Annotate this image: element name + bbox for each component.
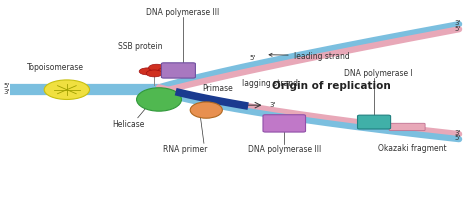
Text: Helicase: Helicase <box>112 119 145 128</box>
Text: 5': 5' <box>238 101 245 108</box>
Text: 5': 5' <box>3 83 9 89</box>
Text: DNA polymerase III: DNA polymerase III <box>146 8 219 17</box>
Circle shape <box>44 81 90 100</box>
Text: Okazaki fragment: Okazaki fragment <box>378 144 446 153</box>
Text: RNA primer: RNA primer <box>163 145 207 153</box>
Text: Origin of replication: Origin of replication <box>272 81 391 91</box>
Text: 3': 3' <box>455 20 461 26</box>
Text: SSB protein: SSB protein <box>118 41 163 50</box>
Text: 3': 3' <box>3 88 9 94</box>
Text: 3': 3' <box>269 101 275 108</box>
Text: lagging strand: lagging strand <box>242 79 298 88</box>
Circle shape <box>139 69 155 75</box>
Text: DNA polymerase III: DNA polymerase III <box>247 145 321 153</box>
Ellipse shape <box>190 102 222 119</box>
FancyBboxPatch shape <box>263 115 306 132</box>
Text: 5': 5' <box>455 26 461 32</box>
Text: DNA polymerase I: DNA polymerase I <box>345 69 413 78</box>
Text: Topoisomerase: Topoisomerase <box>27 63 83 72</box>
FancyBboxPatch shape <box>389 124 425 131</box>
FancyBboxPatch shape <box>161 63 195 79</box>
Text: 5': 5' <box>455 134 461 140</box>
Text: 3': 3' <box>455 129 461 135</box>
Circle shape <box>146 71 162 78</box>
Circle shape <box>158 68 174 75</box>
Ellipse shape <box>137 88 182 112</box>
FancyBboxPatch shape <box>357 116 391 129</box>
Circle shape <box>149 65 164 72</box>
Text: 5': 5' <box>250 54 256 60</box>
Text: leading strand: leading strand <box>269 52 349 61</box>
Text: Primase: Primase <box>203 84 234 93</box>
